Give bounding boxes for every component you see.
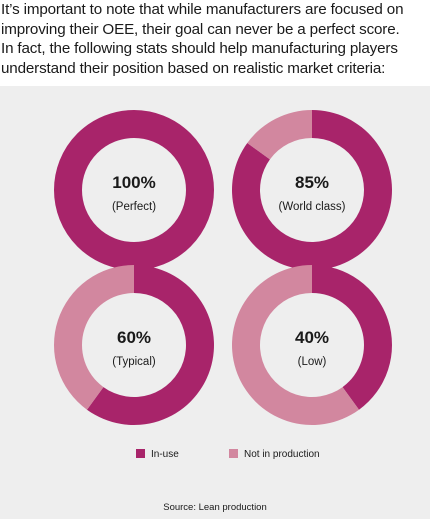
donut-slice-not-in-production (247, 110, 312, 160)
donut-category-label: (World class) (279, 201, 346, 213)
donut-percent-label: 100% (112, 173, 155, 192)
intro-paragraph: It’s important to note that while manufa… (0, 0, 430, 80)
intro-line: understand their position based on reali… (1, 59, 386, 77)
donut-slice-in-use (312, 265, 393, 410)
donut-category-label: (Perfect) (112, 201, 156, 213)
legend-swatch-not-in-production (229, 449, 238, 458)
legend-label-not-in-production: Not in production (244, 449, 320, 460)
donut-percent-label: 40% (295, 328, 329, 347)
donut-category-label: (Typical) (112, 356, 156, 368)
source-note: Source: Lean production (163, 502, 267, 513)
donut-slice-not-in-production (232, 265, 360, 426)
donut-category-label: (Low) (298, 356, 327, 368)
donut-percent-label: 85% (295, 173, 329, 192)
donut-slice-in-use (86, 265, 214, 426)
donut-slice-in-use (54, 110, 214, 270)
legend-label-in-use: In-use (151, 449, 179, 460)
donut-percent-label: 60% (117, 328, 151, 347)
intro-line: In fact, the following stats should help… (1, 40, 398, 57)
intro-line: improving their OEE, their goal can neve… (1, 20, 400, 38)
intro-line: It’s important to note that while manufa… (1, 1, 404, 18)
donut-slice-not-in-production (53, 265, 135, 410)
legend-swatch-in-use (136, 449, 145, 458)
donut-slice-in-use (232, 110, 392, 270)
chart-panel: 100% (Perfect) 85% (World class) 60% (Typical… (0, 86, 430, 519)
oee-donut-charts: 100% (Perfect) 85% (World class) 60% (Typical… (53, 110, 393, 513)
